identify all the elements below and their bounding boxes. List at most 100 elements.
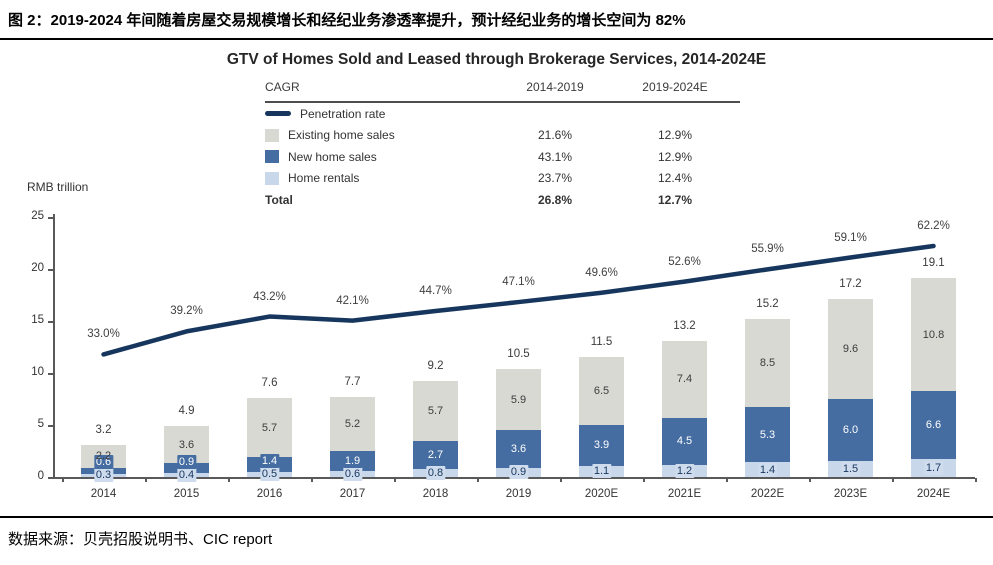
- bar-column: 0.3 0.6 2.2 3.2 33.0% 2014: [81, 217, 126, 500]
- y-tick-mark: [48, 217, 53, 219]
- legend-series-name: Total: [265, 192, 293, 207]
- value-label-home-rentals: 0.9: [508, 465, 529, 480]
- legend-header-cell: 2019-2024E: [610, 80, 740, 103]
- x-category-label: 2016: [256, 488, 283, 500]
- value-label-existing-home-sales: 8.5: [759, 357, 776, 370]
- bar-column: 0.6 1.9 5.2 7.7 42.1% 2017: [330, 217, 375, 500]
- x-category-label: 2017: [339, 488, 366, 500]
- value-label-new-home-sales: 2.7: [425, 447, 446, 462]
- penetration-rate-label: 44.7%: [419, 284, 452, 297]
- x-tick-mark: [311, 478, 313, 482]
- segment-existing-home-sales: [579, 357, 624, 425]
- legend-row-label: Total: [265, 189, 500, 211]
- y-tick-label: 25: [31, 210, 44, 222]
- value-label-home-rentals: 1.2: [674, 463, 695, 478]
- legend-cagr-value: [500, 103, 610, 125]
- value-label-new-home-sales: 1.9: [342, 453, 363, 468]
- y-tick-mark: [48, 373, 53, 375]
- bar-column: 1.5 6.0 9.6 17.2 59.1% 2023E: [828, 217, 873, 500]
- legend-row-label: Penetration rate: [265, 103, 500, 125]
- x-tick-mark: [809, 478, 811, 482]
- y-tick-mark: [48, 269, 53, 271]
- segment-existing-home-sales: [330, 396, 375, 451]
- value-label-total: 17.2: [839, 278, 862, 291]
- value-label-total: 10.5: [507, 347, 530, 360]
- value-label-total: 9.2: [427, 360, 444, 373]
- value-label-existing-home-sales: 3.6: [178, 438, 195, 451]
- x-category-label: 2020E: [584, 488, 619, 500]
- x-tick-mark: [560, 478, 562, 482]
- value-label-home-rentals: 1.4: [757, 462, 778, 477]
- bar-column: 1.7 6.6 10.8 19.1 62.2% 2024E: [911, 217, 956, 500]
- value-label-existing-home-sales: 2.2: [95, 450, 112, 463]
- x-tick-mark: [394, 478, 396, 482]
- value-label-new-home-sales: 0.9: [176, 454, 197, 469]
- x-category-label: 2018: [422, 488, 449, 500]
- value-label-home-rentals: 1.5: [840, 462, 861, 477]
- legend-row-label: New home sales: [265, 146, 500, 168]
- legend-cagr-value: 26.8%: [537, 192, 573, 207]
- x-category-label: 2024E: [916, 488, 951, 500]
- x-category-label: 2023E: [833, 488, 868, 500]
- legend-cagr-value: 21.6%: [537, 128, 573, 143]
- x-category-label: 2015: [173, 488, 200, 500]
- bar-column: 1.2 4.5 7.4 13.2 52.6% 2021E: [662, 217, 707, 500]
- bar-column: 1.4 5.3 8.5 15.2 55.9% 2022E: [745, 217, 790, 500]
- penetration-rate-label: 43.2%: [253, 290, 286, 303]
- x-category-label: 2014: [90, 488, 117, 500]
- y-axis-line: [53, 214, 55, 477]
- series-color-swatch: [265, 171, 279, 185]
- legend-row-label: Home rentals: [265, 168, 500, 190]
- legend-cagr-value: 12.9%: [657, 149, 693, 164]
- value-label-new-home-sales: 6.0: [840, 423, 861, 438]
- value-label-total: 4.9: [178, 405, 195, 418]
- x-tick-mark: [726, 478, 728, 482]
- segment-existing-home-sales: [247, 397, 292, 458]
- penetration-rate-label: 42.1%: [336, 294, 369, 307]
- value-label-new-home-sales: 5.3: [757, 427, 778, 442]
- value-label-new-home-sales: 4.5: [674, 434, 695, 449]
- x-tick-mark: [477, 478, 479, 482]
- segment-existing-home-sales: [496, 368, 541, 431]
- value-label-new-home-sales: 3.6: [508, 441, 529, 456]
- penetration-rate-label: 33.0%: [87, 328, 120, 341]
- y-tick-label: 20: [31, 262, 44, 274]
- value-label-existing-home-sales: 7.4: [676, 373, 693, 386]
- value-label-existing-home-sales: 10.8: [922, 328, 945, 341]
- value-label-total: 15.2: [756, 297, 779, 310]
- bar-column: 0.8 2.7 5.7 9.2 44.7% 2018: [413, 217, 458, 500]
- x-tick-mark: [643, 478, 645, 482]
- legend-cagr-value: [610, 103, 740, 125]
- bar-column: 1.1 3.9 6.5 11.5 49.6% 2020E: [579, 217, 624, 500]
- legend-cagr-value: 12.7%: [657, 192, 693, 207]
- y-tick-label: 5: [37, 418, 44, 430]
- legend-cagr-value: 23.7%: [537, 171, 573, 186]
- legend-series-name: Home rentals: [288, 171, 360, 186]
- penetration-rate-label: 55.9%: [751, 243, 784, 256]
- bar-column: 0.9 3.6 5.9 10.5 47.1% 2019: [496, 217, 541, 500]
- series-color-swatch: [265, 150, 279, 164]
- y-tick-label: 10: [31, 366, 44, 378]
- legend-row-label: Existing home sales: [265, 125, 500, 147]
- legend-series-name: Penetration rate: [300, 106, 386, 121]
- value-label-total: 13.2: [673, 319, 696, 332]
- legend-series-name: New home sales: [288, 149, 377, 164]
- penetration-rate-label: 49.6%: [585, 266, 618, 279]
- bar-column: 0.5 1.4 5.7 7.6 43.2% 2016: [247, 217, 292, 500]
- x-tick-mark: [145, 478, 147, 482]
- value-label-total: 3.2: [95, 423, 112, 436]
- value-label-home-rentals: 1.1: [591, 464, 612, 479]
- legend-cagr-value: 12.9%: [657, 128, 693, 143]
- legend-cagr-table: CAGR 2014-2019 2019-2024E Penetration rate E…: [265, 80, 740, 211]
- penetration-rate-label: 47.1%: [502, 276, 535, 289]
- penetration-line-swatch: [265, 111, 291, 117]
- chart-title: GTV of Homes Sold and Leased through Bro…: [226, 51, 767, 68]
- legend-series-name: Existing home sales: [288, 128, 395, 143]
- value-label-existing-home-sales: 5.2: [344, 417, 361, 430]
- penetration-rate-label: 39.2%: [170, 305, 203, 318]
- legend-header-cell: CAGR: [265, 80, 500, 103]
- x-category-label: 2021E: [667, 488, 702, 500]
- value-label-new-home-sales: 1.4: [259, 454, 280, 469]
- y-tick-label: 0: [37, 470, 44, 482]
- y-tick-mark: [48, 321, 53, 323]
